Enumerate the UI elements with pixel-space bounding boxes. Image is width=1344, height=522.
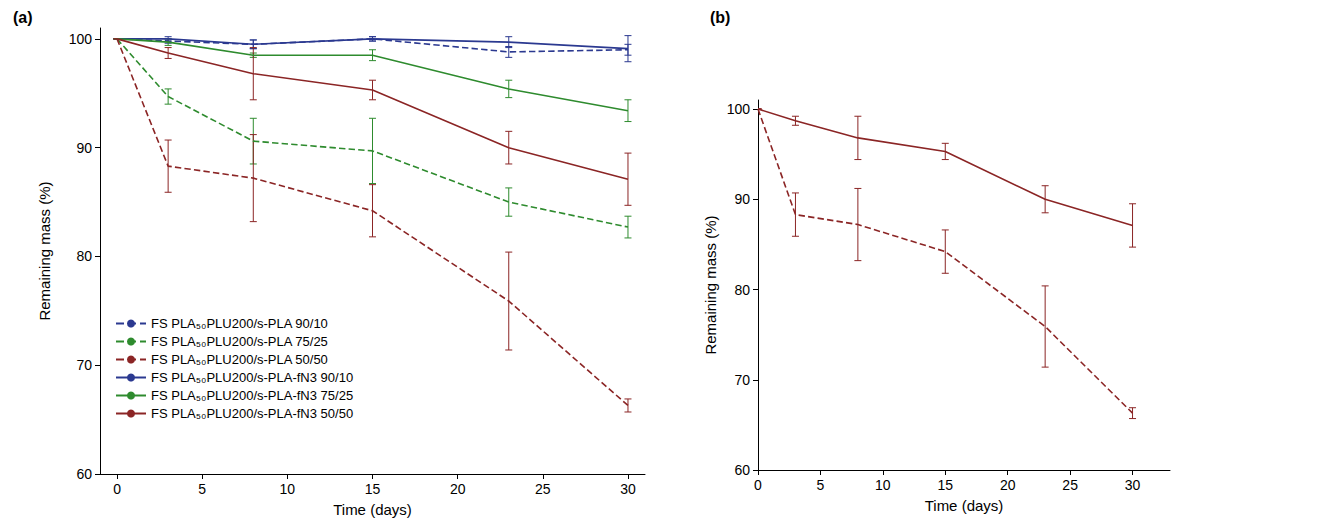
svg-text:70: 70 bbox=[734, 372, 750, 388]
svg-text:FS PLA₅₀PLU200/s-PLA 75/25: FS PLA₅₀PLU200/s-PLA 75/25 bbox=[151, 334, 328, 349]
svg-text:70: 70 bbox=[76, 357, 92, 373]
svg-text:10: 10 bbox=[875, 477, 891, 493]
svg-text:Time (days): Time (days) bbox=[333, 501, 412, 518]
svg-text:60: 60 bbox=[734, 462, 750, 478]
svg-text:20: 20 bbox=[450, 481, 466, 497]
svg-text:FS PLA₅₀PLU200/s-PLA-fN3 75/25: FS PLA₅₀PLU200/s-PLA-fN3 75/25 bbox=[151, 388, 353, 403]
svg-text:FS PLA₅₀PLU200/s-PLA-fN3 50/50: FS PLA₅₀PLU200/s-PLA-fN3 50/50 bbox=[151, 406, 353, 421]
svg-text:25: 25 bbox=[1062, 477, 1078, 493]
svg-text:60: 60 bbox=[76, 466, 92, 482]
svg-text:90: 90 bbox=[76, 140, 92, 156]
svg-text:0: 0 bbox=[113, 481, 121, 497]
svg-text:80: 80 bbox=[734, 282, 750, 298]
svg-text:20: 20 bbox=[1000, 477, 1016, 493]
svg-text:0: 0 bbox=[754, 477, 762, 493]
svg-text:100: 100 bbox=[69, 31, 93, 47]
svg-text:FS PLA₅₀PLU200/s-PLA-fN3 90/10: FS PLA₅₀PLU200/s-PLA-fN3 90/10 bbox=[151, 370, 353, 385]
svg-text:80: 80 bbox=[76, 248, 92, 264]
svg-text:FS PLA₅₀PLU200/s-PLA 50/50: FS PLA₅₀PLU200/s-PLA 50/50 bbox=[151, 352, 328, 367]
svg-text:30: 30 bbox=[620, 481, 636, 497]
svg-text:FS PLA₅₀PLU200/s-PLA 90/10: FS PLA₅₀PLU200/s-PLA 90/10 bbox=[151, 316, 328, 331]
svg-text:90: 90 bbox=[734, 191, 750, 207]
svg-text:15: 15 bbox=[937, 477, 953, 493]
svg-text:25: 25 bbox=[535, 481, 551, 497]
svg-text:5: 5 bbox=[817, 477, 825, 493]
svg-text:Time (days): Time (days) bbox=[925, 497, 1004, 514]
svg-text:Remaining mass (%): Remaining mass (%) bbox=[36, 181, 53, 320]
svg-text:5: 5 bbox=[198, 481, 206, 497]
svg-text:(b): (b) bbox=[710, 9, 730, 26]
svg-text:10: 10 bbox=[280, 481, 296, 497]
svg-text:30: 30 bbox=[1125, 477, 1141, 493]
svg-text:15: 15 bbox=[365, 481, 381, 497]
svg-text:Remaining mass (%): Remaining mass (%) bbox=[702, 215, 719, 354]
svg-text:(a): (a) bbox=[13, 9, 33, 26]
svg-text:100: 100 bbox=[727, 101, 751, 117]
